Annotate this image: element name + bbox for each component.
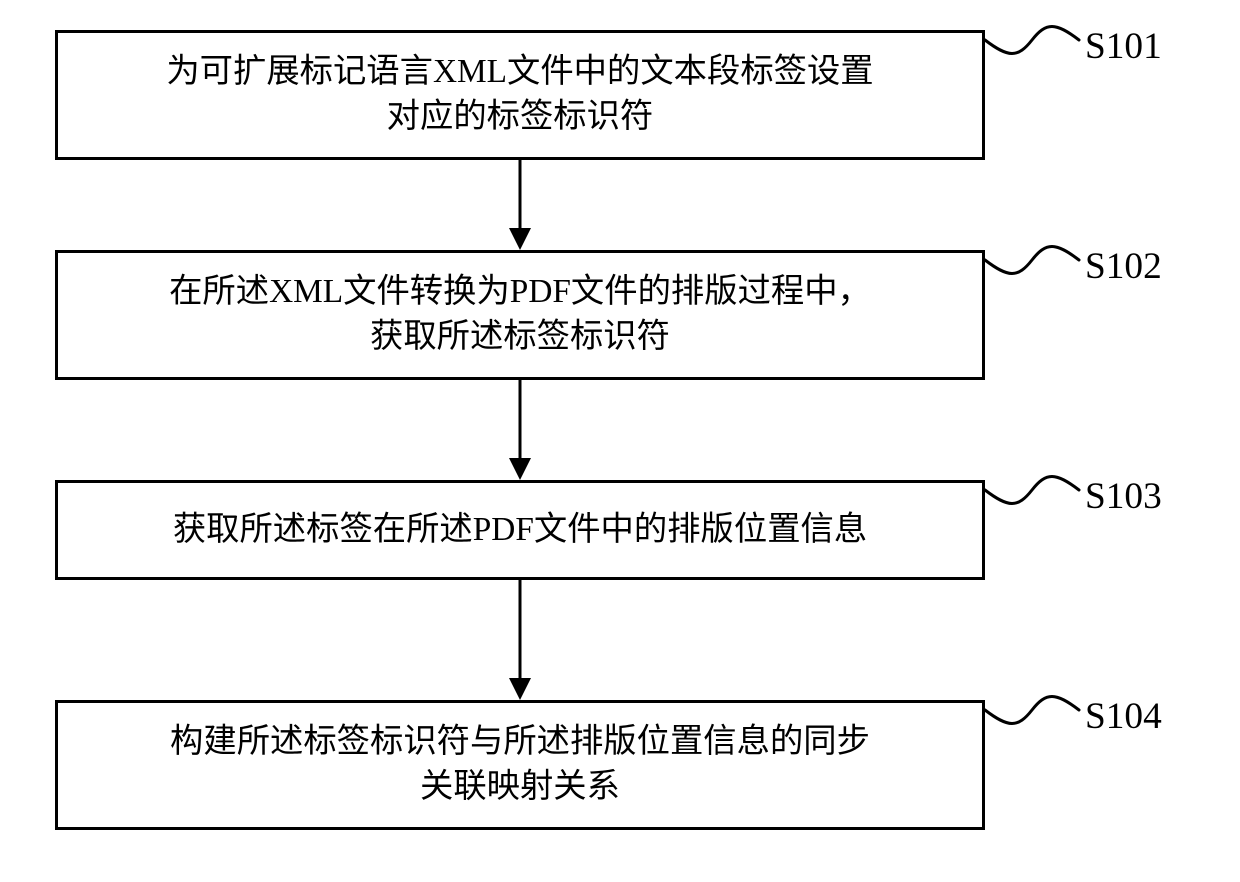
step-label-2: S102 (1085, 245, 1162, 288)
flow-step-2-text: 在所述XML文件转换为PDF文件的排版过程中， 获取所述标签标识符 (169, 270, 871, 360)
step-label-3: S103 (1085, 475, 1162, 518)
flow-step-3-text: 获取所述标签在所述PDF文件中的排版位置信息 (173, 508, 867, 553)
step-label-1: S101 (1085, 25, 1162, 68)
flow-step-4: 构建所述标签标识符与所述排版位置信息的同步 关联映射关系 (55, 700, 985, 830)
flow-step-1: 为可扩展标记语言XML文件中的文本段标签设置 对应的标签标识符 (55, 30, 985, 160)
flow-step-2: 在所述XML文件转换为PDF文件的排版过程中， 获取所述标签标识符 (55, 250, 985, 380)
step-label-4: S104 (1085, 695, 1162, 738)
flowchart-canvas: { "canvas": { "width": 1240, "height": 8… (0, 0, 1240, 882)
flow-step-3: 获取所述标签在所述PDF文件中的排版位置信息 (55, 480, 985, 580)
flow-step-4-text: 构建所述标签标识符与所述排版位置信息的同步 关联映射关系 (170, 720, 870, 810)
flow-step-1-text: 为可扩展标记语言XML文件中的文本段标签设置 对应的标签标识符 (166, 50, 873, 140)
